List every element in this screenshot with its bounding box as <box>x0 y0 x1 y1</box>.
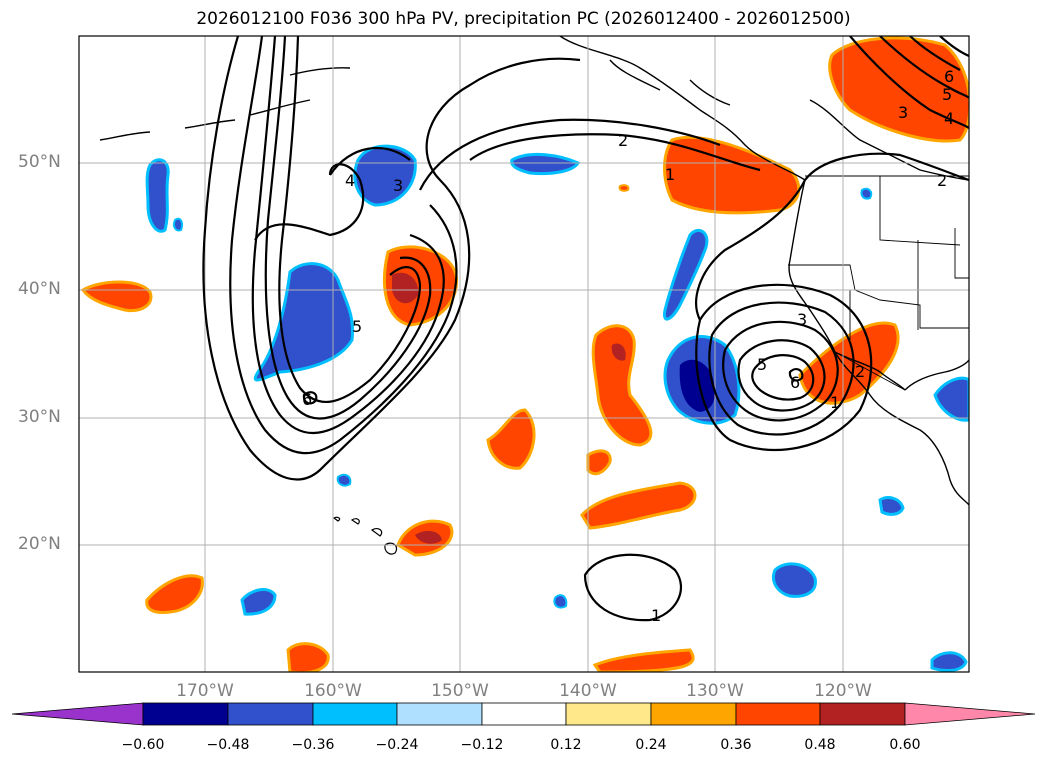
longitude-label: 120°W <box>814 681 872 701</box>
longitude-label: 170°W <box>176 681 234 701</box>
colorbar-segment <box>312 702 398 726</box>
colorbar-tick-label: 0.36 <box>720 737 752 753</box>
precip-positive-area <box>486 408 536 470</box>
precip-negative-area <box>336 473 352 487</box>
precip-positive-area <box>586 449 612 476</box>
precip-positive-area <box>618 184 630 192</box>
precip-positive-area <box>798 321 900 405</box>
longitude-label: 140°W <box>559 681 617 701</box>
colorbar-tick-label: −0.60 <box>121 737 165 753</box>
colorbar-tick-label: 0.48 <box>804 737 836 753</box>
colorbar-tick-label: 0.12 <box>550 737 582 753</box>
precip-negative-area <box>145 158 170 233</box>
political-borders <box>788 175 969 391</box>
precip-negative-core <box>679 359 715 412</box>
map-frame <box>78 35 970 673</box>
contour-label: 3 <box>797 310 807 329</box>
colorbar-segment <box>735 702 821 726</box>
colorbar-extend-high <box>904 702 1036 726</box>
latitude-label: 20°N <box>18 534 61 554</box>
contour-labels: 1 2 3 4 5 6 1 2 3 5 6 1 2 3 4 5 6 <box>302 67 954 625</box>
precip-negative-area <box>772 562 817 598</box>
precip-negative-area <box>253 262 355 382</box>
hawaii-islands <box>332 516 398 555</box>
contour-label: 1 <box>665 165 675 184</box>
contour-label: 6 <box>790 373 800 392</box>
contour-label: 2 <box>937 171 947 190</box>
colorbar-segment <box>650 702 737 726</box>
precip-negative-area <box>930 651 968 672</box>
precipitation-shading <box>80 36 969 672</box>
contour-label: 5 <box>942 85 952 104</box>
colorbar-tick-label: 0.24 <box>635 737 667 753</box>
colorbar-tick-label: −0.48 <box>206 737 250 753</box>
precip-positive-area <box>80 280 153 313</box>
precip-negative-area <box>860 187 873 200</box>
contour-label: 2 <box>855 362 865 381</box>
colorbar-segment <box>819 702 906 726</box>
graticule <box>79 36 969 672</box>
precip-positive-area <box>286 642 330 672</box>
contour-label: 4 <box>345 171 355 190</box>
precip-positive-core <box>415 530 442 544</box>
contour-label: 5 <box>757 355 767 374</box>
contour-label: 2 <box>618 131 628 150</box>
colorbar-segment <box>565 702 652 726</box>
precip-positive-core <box>611 343 626 361</box>
precip-positive-area <box>580 481 697 530</box>
precip-negative-area <box>510 153 581 176</box>
contour-label: 1 <box>651 606 661 625</box>
latitude-label: 30°N <box>18 407 61 427</box>
precip-negative-area <box>553 594 568 609</box>
contour-label: 1 <box>830 393 840 412</box>
precip-negative-area <box>878 496 905 516</box>
contour-label: 5 <box>352 317 362 336</box>
coastlines <box>99 36 969 506</box>
precip-negative-area <box>240 588 277 616</box>
precip-positive-area <box>145 574 204 614</box>
colorbar-segment <box>396 702 483 726</box>
precip-positive-core <box>392 272 419 304</box>
colorbar-tick-label: −0.36 <box>291 737 335 753</box>
latitude-label: 40°N <box>18 279 61 299</box>
precip-positive-area <box>591 324 653 447</box>
longitude-label: 130°W <box>686 681 744 701</box>
contour-label: 3 <box>393 176 403 195</box>
colorbar-segment <box>227 702 314 726</box>
pv-contours <box>202 36 969 622</box>
colorbar-tick-label: 0.60 <box>889 737 921 753</box>
contour-label: 6 <box>302 390 312 409</box>
colorbar-tick-label: −0.12 <box>460 737 504 753</box>
contour-label: 3 <box>898 103 908 122</box>
precip-negative-area <box>353 144 417 207</box>
map-title: 2026012100 F036 300 hPa PV, precipitatio… <box>196 9 851 29</box>
colorbar-tick-label: −0.24 <box>375 737 419 753</box>
precip-negative-area <box>662 229 709 321</box>
contour-label: 4 <box>944 109 954 128</box>
precip-negative-area <box>933 376 969 422</box>
colorbar <box>11 702 1036 726</box>
latitude-label: 50°N <box>18 152 61 172</box>
precip-positive-area <box>663 135 801 215</box>
colorbar-segment <box>481 702 567 726</box>
precip-negative-area <box>172 217 184 232</box>
contour-label: 6 <box>944 67 954 86</box>
longitude-label: 160°W <box>304 681 362 701</box>
colorbar-extend-low <box>11 702 144 726</box>
longitude-label: 150°W <box>431 681 489 701</box>
precip-positive-area <box>592 648 695 672</box>
colorbar-segment <box>142 702 229 726</box>
